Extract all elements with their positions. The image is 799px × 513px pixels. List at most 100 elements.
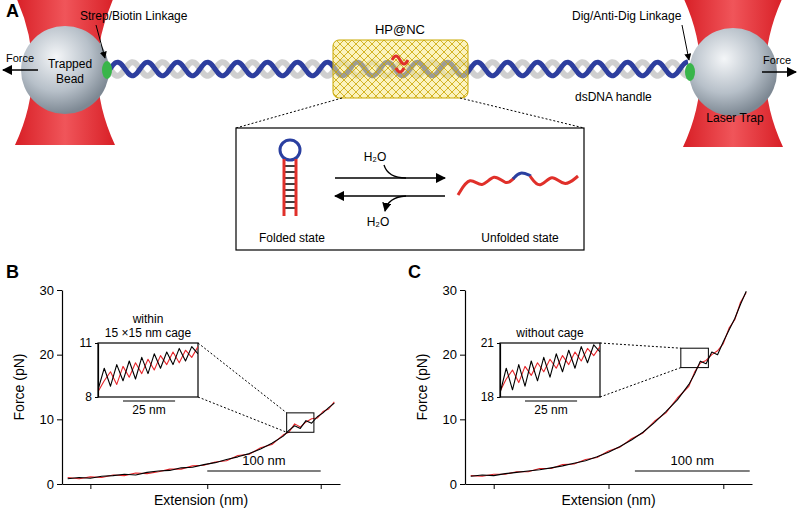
tick [609,484,610,489]
label: Unfolded state [481,231,559,245]
tick-label: 0 [47,477,54,492]
tick: 20 [443,347,465,362]
tick-mark [321,484,322,489]
tick: 0 [450,477,465,492]
callout-arrow [96,25,105,58]
tick-mark [57,290,62,291]
axis-title: Force (pN) [414,354,430,421]
tick: 18 [481,390,500,404]
tick-mark [95,397,98,398]
tick-label: 0 [450,477,457,492]
base-pair [284,195,296,197]
axis-line [98,344,99,398]
laser-trap [683,0,783,147]
callout-arrow [682,25,689,60]
zoom-line [460,98,584,128]
axis-line [500,344,501,398]
inset-title: 15 ×15 nm cage [105,326,192,340]
tick-mark [57,355,62,356]
force-trace [68,403,335,479]
label: dsDNA handle [575,90,652,104]
panel-label: B [6,262,19,282]
tick-label: 20 [443,347,457,362]
x-axis [63,484,341,489]
tick: 20 [40,347,62,362]
water-arrow [385,196,406,211]
tick-mark [609,484,610,489]
label: Trapped [48,57,92,71]
tick-label: 8 [85,390,92,404]
tick-label: 10 [40,412,54,427]
unfolded-loop [513,173,531,179]
inset-box [236,128,584,250]
force-trace [471,291,747,476]
chart: 0 10 20 30 Force (pN) Extension (nm) 100 nm 8 11… [11,283,341,508]
inset-frame [500,343,600,397]
scale-bar [525,400,577,401]
base-pair [284,189,296,191]
tick-label: 30 [443,283,457,298]
tick: 10 [40,412,62,427]
tick [207,484,208,489]
tick-mark [207,484,208,489]
plot-area [471,291,747,476]
axis-line [63,484,341,485]
tick-label: 20 [40,347,54,362]
tick: 11 [80,336,98,350]
linkage [102,61,112,79]
axis-title: Force (pN) [11,354,27,421]
y-axis: 0 10 20 30 [443,283,466,492]
scale-bar-label: 100 nm [671,453,714,468]
tick: 21 [481,336,500,350]
tick-mark [460,484,465,485]
inset-title: without cage [515,326,584,340]
unfolded-strand [530,176,578,185]
label: Force [763,54,791,66]
tick: 30 [40,283,62,298]
zoom-box [287,413,314,432]
label: Strep/Biotin Linkage [80,9,188,23]
force-arrow [3,69,38,71]
scale-bar-label: 25 nm [132,403,165,417]
y-axis: 0 10 20 30 [40,283,63,492]
label: Bead [56,72,84,86]
axis-title: Extension (nm) [154,492,248,508]
tick [321,484,322,489]
label: Folded state [259,231,325,245]
nanocage [333,40,468,98]
tick-label: 21 [481,336,495,350]
tick-mark [57,419,62,420]
tick [494,484,495,489]
axis-line [465,291,466,485]
base-pair [284,183,296,185]
axis-title: Extension (nm) [561,492,655,508]
tick [723,484,724,489]
force-arrow [762,71,796,73]
unfolded-strand [458,177,514,195]
label: H₂O [364,150,387,164]
tick-mark [90,484,91,489]
tick: 0 [47,477,62,492]
zoom-box [681,348,709,367]
inset-frame [98,343,198,397]
chart: 0 10 20 30 Force (pN) Extension (nm) 100 nm 18 2… [414,283,753,508]
tick-mark [497,397,500,398]
scale-bar-label: 100 nm [242,453,285,468]
zoom-line [198,343,287,413]
tick-mark [723,484,724,489]
scale-bar [207,470,320,471]
base-pair [284,171,296,173]
force-trace [471,293,747,477]
force-trace [500,347,600,392]
tick: 10 [443,412,465,427]
y-axis: 8 11 [80,336,99,404]
x-axis [466,484,753,489]
zoom-line [600,343,681,348]
tick: 8 [85,390,98,404]
force-trace [98,347,198,392]
tick-mark [497,343,500,344]
tick-mark [460,290,465,291]
inset-chart: 811within15 ×15 nm cage25 nm [80,312,287,432]
tick-label: 30 [40,283,54,298]
label: Laser Trap [706,111,764,125]
